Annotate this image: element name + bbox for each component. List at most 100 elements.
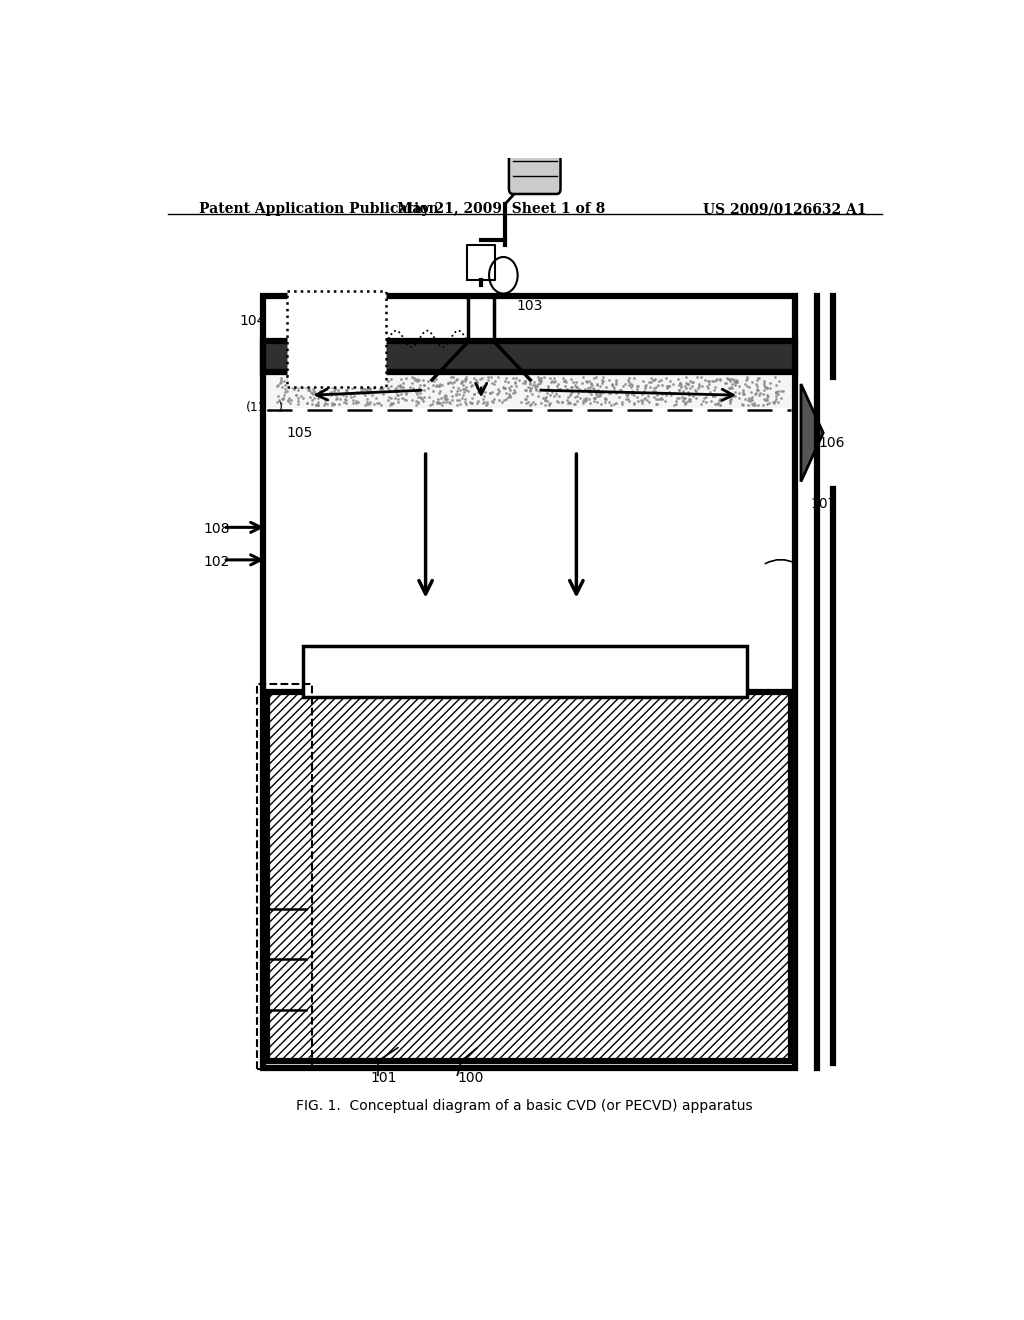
Point bbox=[469, 376, 485, 397]
Point bbox=[502, 378, 518, 399]
Point bbox=[675, 380, 691, 401]
Point bbox=[518, 379, 535, 400]
Point bbox=[340, 368, 356, 389]
Point bbox=[634, 392, 650, 413]
Point bbox=[412, 375, 428, 396]
Point bbox=[496, 389, 512, 411]
Point bbox=[296, 367, 312, 388]
Point bbox=[555, 368, 571, 389]
Point bbox=[761, 392, 777, 413]
Point bbox=[468, 372, 484, 393]
Point bbox=[701, 370, 718, 391]
Point bbox=[712, 368, 728, 389]
Point bbox=[579, 371, 595, 392]
Point bbox=[650, 375, 667, 396]
Point bbox=[475, 388, 492, 409]
Point bbox=[428, 375, 444, 396]
Point bbox=[657, 367, 674, 388]
Point bbox=[739, 389, 756, 411]
Point bbox=[629, 375, 645, 396]
Point bbox=[731, 375, 748, 396]
Point bbox=[275, 384, 292, 405]
Point bbox=[722, 393, 738, 414]
Point bbox=[578, 387, 594, 408]
Point bbox=[409, 368, 425, 389]
Point bbox=[311, 385, 328, 407]
Point bbox=[649, 393, 666, 414]
Point bbox=[409, 395, 425, 416]
Point bbox=[325, 374, 341, 395]
Point bbox=[450, 378, 466, 399]
Point bbox=[539, 389, 555, 411]
Point bbox=[538, 387, 554, 408]
Point bbox=[587, 391, 603, 412]
Point bbox=[680, 391, 696, 412]
Point bbox=[288, 384, 304, 405]
Point bbox=[330, 379, 346, 400]
Point bbox=[299, 393, 315, 414]
Point bbox=[306, 388, 323, 409]
Point bbox=[578, 391, 594, 412]
Point bbox=[345, 374, 361, 395]
Point bbox=[722, 387, 738, 408]
Point bbox=[658, 378, 675, 399]
Bar bbox=[263, 342, 795, 372]
Point bbox=[719, 381, 735, 403]
Point bbox=[390, 392, 407, 413]
Point bbox=[319, 376, 336, 397]
Point bbox=[485, 388, 502, 409]
Point bbox=[280, 391, 296, 412]
Bar bbox=[287, 290, 386, 387]
Point bbox=[390, 379, 407, 400]
Point bbox=[666, 395, 682, 416]
Point bbox=[416, 375, 432, 396]
Point bbox=[559, 385, 575, 407]
Point bbox=[584, 375, 600, 396]
Point bbox=[770, 384, 786, 405]
Point bbox=[590, 379, 606, 400]
Point bbox=[608, 383, 625, 404]
Point bbox=[672, 372, 688, 393]
Point bbox=[530, 385, 547, 407]
Point bbox=[566, 393, 583, 414]
Point bbox=[458, 393, 474, 414]
Point bbox=[392, 383, 409, 404]
Point bbox=[276, 381, 293, 403]
Point bbox=[319, 393, 336, 414]
Point bbox=[451, 389, 467, 411]
Point bbox=[344, 389, 360, 411]
Point bbox=[314, 371, 331, 392]
Point bbox=[635, 388, 651, 409]
Point bbox=[713, 395, 729, 416]
Point bbox=[323, 367, 339, 388]
Point bbox=[450, 395, 466, 416]
Point bbox=[290, 380, 306, 401]
Point bbox=[523, 393, 540, 414]
Point bbox=[597, 387, 613, 408]
Point bbox=[393, 368, 410, 389]
Point bbox=[318, 384, 335, 405]
Point bbox=[432, 380, 449, 401]
Point bbox=[741, 376, 758, 397]
Point bbox=[344, 378, 360, 399]
Point bbox=[457, 389, 473, 411]
Point bbox=[646, 380, 663, 401]
Point bbox=[506, 380, 522, 401]
Point bbox=[680, 381, 696, 403]
Point bbox=[629, 378, 645, 399]
Point bbox=[724, 378, 740, 399]
Point bbox=[522, 372, 539, 393]
Point bbox=[356, 378, 373, 399]
Point bbox=[274, 387, 291, 408]
Point bbox=[542, 395, 558, 416]
Point bbox=[750, 370, 766, 391]
Point bbox=[566, 387, 583, 408]
Point bbox=[550, 379, 566, 400]
Point bbox=[356, 395, 373, 416]
Point bbox=[459, 380, 475, 401]
Point bbox=[766, 392, 782, 413]
Point bbox=[550, 374, 566, 395]
Point bbox=[550, 391, 566, 412]
Point bbox=[584, 372, 600, 393]
Point bbox=[653, 387, 670, 408]
